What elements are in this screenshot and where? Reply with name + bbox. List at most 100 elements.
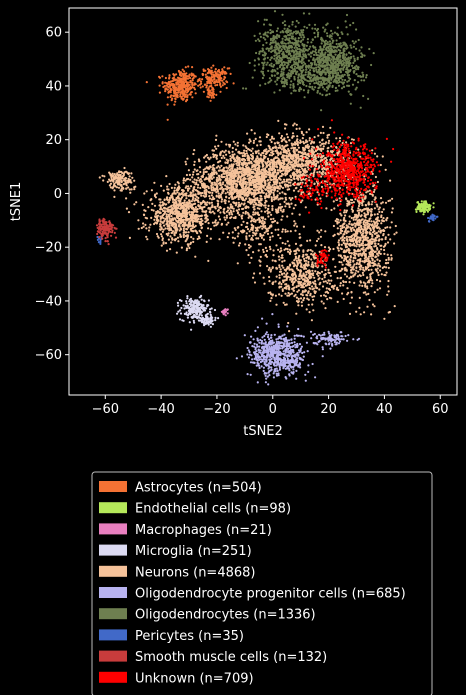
data-point	[216, 81, 219, 84]
data-point	[184, 100, 188, 103]
data-point	[313, 182, 316, 185]
data-point	[168, 229, 171, 232]
data-point	[290, 142, 293, 145]
data-point	[205, 188, 208, 191]
data-point	[389, 238, 392, 241]
data-point	[316, 191, 319, 194]
data-point	[183, 210, 186, 213]
data-point	[386, 226, 389, 229]
data-point	[374, 256, 377, 259]
data-point	[264, 201, 267, 204]
data-point	[199, 205, 202, 208]
data-point	[250, 160, 253, 163]
data-point	[393, 305, 396, 308]
data-point	[210, 177, 214, 180]
data-point	[177, 86, 180, 89]
data-point	[233, 168, 237, 171]
data-point	[293, 122, 296, 125]
data-point	[302, 159, 305, 162]
data-point	[200, 307, 203, 310]
data-point	[204, 195, 208, 198]
data-point	[267, 194, 270, 197]
data-point	[380, 238, 383, 241]
data-point	[349, 266, 353, 269]
data-point	[269, 167, 273, 170]
data-point	[366, 190, 369, 193]
data-point	[284, 140, 287, 143]
data-point	[320, 156, 323, 159]
data-point	[213, 197, 216, 200]
data-point	[286, 136, 289, 139]
data-point	[276, 141, 279, 144]
data-point	[178, 193, 181, 196]
data-point	[258, 170, 261, 173]
data-point	[244, 212, 247, 215]
data-point	[243, 177, 247, 180]
data-point	[306, 166, 309, 169]
data-point	[188, 302, 191, 306]
data-point	[316, 182, 320, 185]
data-point	[362, 281, 365, 284]
data-point	[206, 312, 209, 315]
data-point	[363, 228, 366, 231]
data-point	[171, 217, 174, 221]
data-point	[179, 207, 182, 210]
data-point	[171, 206, 174, 210]
data-point	[233, 160, 236, 163]
data-point	[416, 201, 419, 204]
data-point	[216, 176, 219, 179]
data-point	[196, 169, 199, 172]
data-point	[351, 244, 354, 247]
data-point	[159, 198, 162, 201]
data-point	[288, 264, 291, 267]
data-point	[222, 310, 225, 313]
data-point	[252, 139, 256, 142]
data-point	[357, 207, 360, 210]
data-point	[182, 84, 185, 88]
data-point	[370, 208, 373, 211]
data-point	[181, 223, 184, 227]
data-point	[263, 156, 266, 159]
data-point	[214, 74, 217, 77]
data-point	[352, 265, 355, 268]
data-point	[171, 79, 175, 82]
data-point	[161, 203, 165, 206]
data-point	[183, 199, 186, 202]
data-point	[156, 211, 160, 214]
data-point	[339, 237, 342, 240]
data-point	[199, 186, 202, 190]
data-point	[319, 148, 322, 151]
data-point	[241, 166, 244, 169]
data-point	[319, 144, 322, 147]
data-point	[245, 193, 248, 197]
data-point	[368, 208, 371, 211]
data-point	[292, 156, 295, 159]
data-point	[183, 204, 186, 207]
data-point	[383, 252, 386, 255]
data-point	[378, 259, 381, 262]
data-point	[253, 281, 257, 284]
data-point	[296, 141, 299, 144]
data-point	[419, 207, 422, 210]
data-point	[242, 173, 245, 176]
data-point	[204, 73, 207, 76]
data-point	[376, 264, 379, 267]
data-point	[295, 163, 298, 166]
data-point	[170, 204, 173, 207]
data-point	[371, 282, 374, 285]
data-point	[201, 85, 204, 88]
data-point	[192, 208, 195, 211]
data-point	[173, 238, 176, 241]
data-point	[179, 235, 182, 238]
data-point	[224, 314, 227, 317]
data-point	[182, 319, 185, 322]
data-point	[174, 90, 177, 93]
data-point	[236, 141, 239, 144]
data-point	[346, 249, 349, 252]
data-point	[215, 147, 218, 150]
data-point	[199, 170, 202, 174]
data-point	[162, 206, 166, 210]
data-point	[268, 171, 271, 174]
data-point	[253, 189, 256, 192]
series-0	[145, 64, 235, 121]
